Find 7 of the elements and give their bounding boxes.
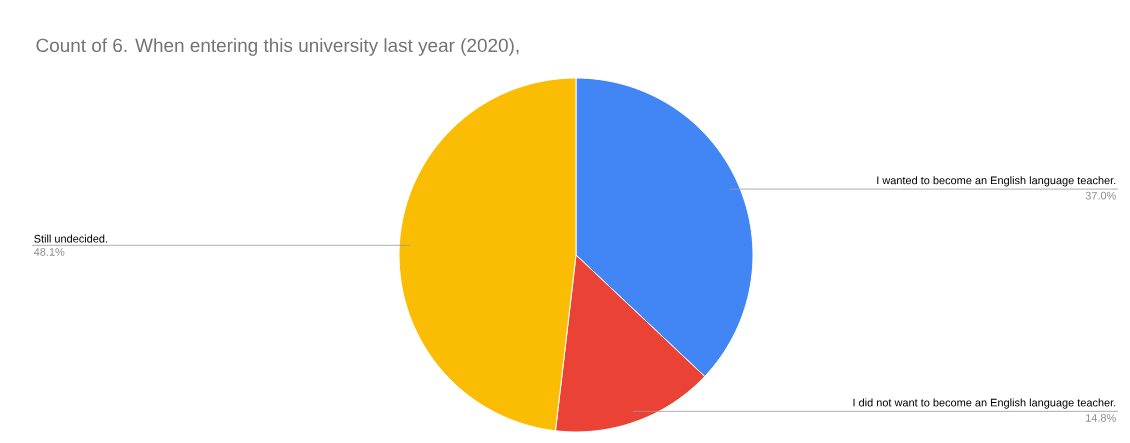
slice-label: Still undecided. bbox=[34, 234, 108, 243]
chart-title: Count of 6. When entering this university last year (2020), bbox=[36, 38, 519, 56]
slice-label: I wanted to become an English language teacher. bbox=[877, 176, 1116, 187]
data-label: 14.8% bbox=[1086, 414, 1116, 422]
data-label: 48.1% bbox=[33, 248, 65, 256]
slice-label: I did not want to become an English language teacher. bbox=[853, 398, 1116, 409]
data-label: 37.0% bbox=[1085, 191, 1116, 200]
